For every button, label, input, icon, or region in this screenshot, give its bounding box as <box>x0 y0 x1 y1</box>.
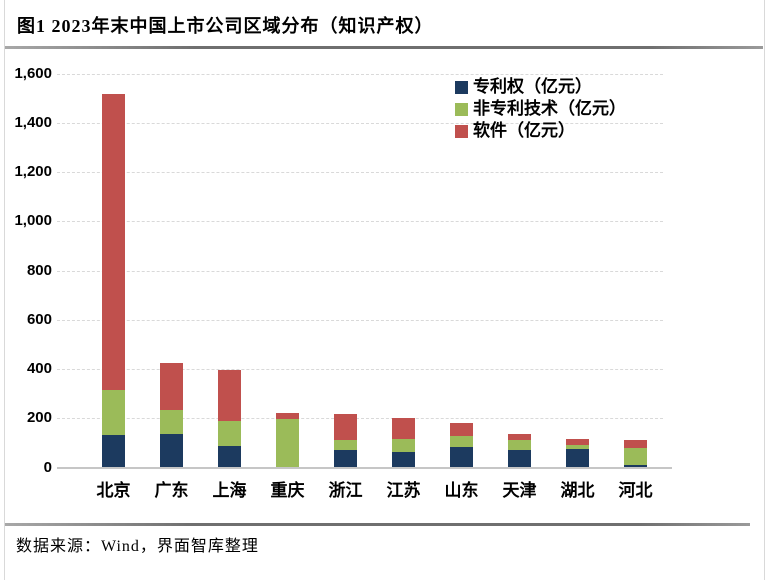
y-axis-tick-label: 400 <box>26 360 52 377</box>
chart-title: 图1 2023年末中国上市公司区域分布（知识产权） <box>17 16 434 36</box>
bar-segment-上海-非专利技术（亿元） <box>218 421 241 446</box>
bar-segment-浙江-软件（亿元） <box>334 414 357 440</box>
y-axis-tick-label: 200 <box>26 409 52 427</box>
bar-segment-天津-专利权（亿元） <box>508 449 531 468</box>
bar-segment-重庆-非专利技术（亿元） <box>276 418 299 468</box>
x-axis-category-label: 湖北 <box>560 481 595 500</box>
bar-segment-天津-软件（亿元） <box>508 434 531 440</box>
bar-segment-北京-专利权（亿元） <box>102 434 125 468</box>
y-axis-tick-label: 0 <box>43 458 52 476</box>
bar-segment-广东-专利权（亿元） <box>160 433 183 468</box>
x-axis-line <box>57 466 672 469</box>
legend-swatch <box>455 103 468 116</box>
y-gridline <box>57 172 663 173</box>
bar-segment-上海-软件（亿元） <box>218 370 241 422</box>
x-axis-category-label: 浙江 <box>328 481 363 500</box>
legend-swatch <box>455 125 468 138</box>
bar-segment-广东-非专利技术（亿元） <box>160 410 183 434</box>
x-axis-category-label: 北京 <box>96 481 131 500</box>
bar-segment-广东-软件（亿元） <box>160 363 183 411</box>
y-gridline <box>57 221 663 223</box>
x-axis-category-label: 重庆 <box>270 481 305 500</box>
y-gridline <box>57 73 663 75</box>
bar-segment-天津-非专利技术（亿元） <box>508 439 531 450</box>
bar-segment-浙江-非专利技术（亿元） <box>334 439 357 451</box>
x-axis-category-label: 山东 <box>444 481 479 500</box>
x-axis-category-label: 天津 <box>502 481 537 500</box>
bar-segment-江苏-非专利技术（亿元） <box>392 439 415 452</box>
y-axis-tick-label: 1,400 <box>14 113 52 131</box>
legend-item: 专利权（亿元） <box>455 77 735 97</box>
bar-segment-河北-软件（亿元） <box>624 439 647 449</box>
x-axis-category-label: 河北 <box>618 481 653 500</box>
x-axis-category-label: 上海 <box>212 481 247 500</box>
legend-label: 非专利技术（亿元） <box>473 99 626 118</box>
bar-segment-江苏-软件（亿元） <box>392 417 415 440</box>
figure-right-border <box>764 0 765 580</box>
title-divider-rule <box>5 46 763 49</box>
data-source-note: 数据来源：Wind，界面智库整理 <box>16 538 259 555</box>
bar-segment-湖北-软件（亿元） <box>566 438 589 446</box>
x-axis-category-label: 广东 <box>154 481 189 500</box>
bar-segment-浙江-专利权（亿元） <box>334 450 357 468</box>
y-gridline <box>57 122 663 124</box>
bar-segment-山东-专利权（亿元） <box>450 446 473 468</box>
footer-divider-rule <box>5 523 750 526</box>
bar-segment-河北-非专利技术（亿元） <box>624 448 647 466</box>
bar-segment-上海-专利权（亿元） <box>218 445 241 468</box>
bar-segment-山东-非专利技术（亿元） <box>450 435 473 447</box>
bar-segment-湖北-专利权（亿元） <box>566 449 589 468</box>
y-gridline <box>57 270 663 272</box>
bar-segment-北京-软件（亿元） <box>102 93 125 390</box>
legend-label: 软件（亿元） <box>473 121 575 140</box>
y-axis-tick-label: 800 <box>26 261 52 279</box>
bar-segment-河北-专利权（亿元） <box>624 465 647 468</box>
bar-segment-山东-软件（亿元） <box>450 423 473 436</box>
bar-segment-北京-非专利技术（亿元） <box>102 389 125 435</box>
bar-segment-江苏-专利权（亿元） <box>392 451 415 468</box>
bar-segment-重庆-软件（亿元） <box>276 412 299 419</box>
y-axis-tick-label: 600 <box>26 310 52 328</box>
x-axis-category-label: 江苏 <box>386 481 421 500</box>
y-axis-tick-label: 1,600 <box>14 64 52 82</box>
legend-item: 软件（亿元） <box>455 121 735 141</box>
figure-left-border <box>4 0 5 580</box>
y-axis-tick-label: 1,000 <box>14 212 52 230</box>
bar-segment-湖北-非专利技术（亿元） <box>566 445 589 450</box>
y-gridline <box>57 319 663 321</box>
y-gridline <box>57 418 663 420</box>
legend-swatch <box>455 81 468 94</box>
legend-label: 专利权（亿元） <box>473 77 592 96</box>
y-axis-tick-label: 1,200 <box>14 163 52 180</box>
y-gridline <box>57 369 663 370</box>
legend-item: 非专利技术（亿元） <box>455 99 735 119</box>
